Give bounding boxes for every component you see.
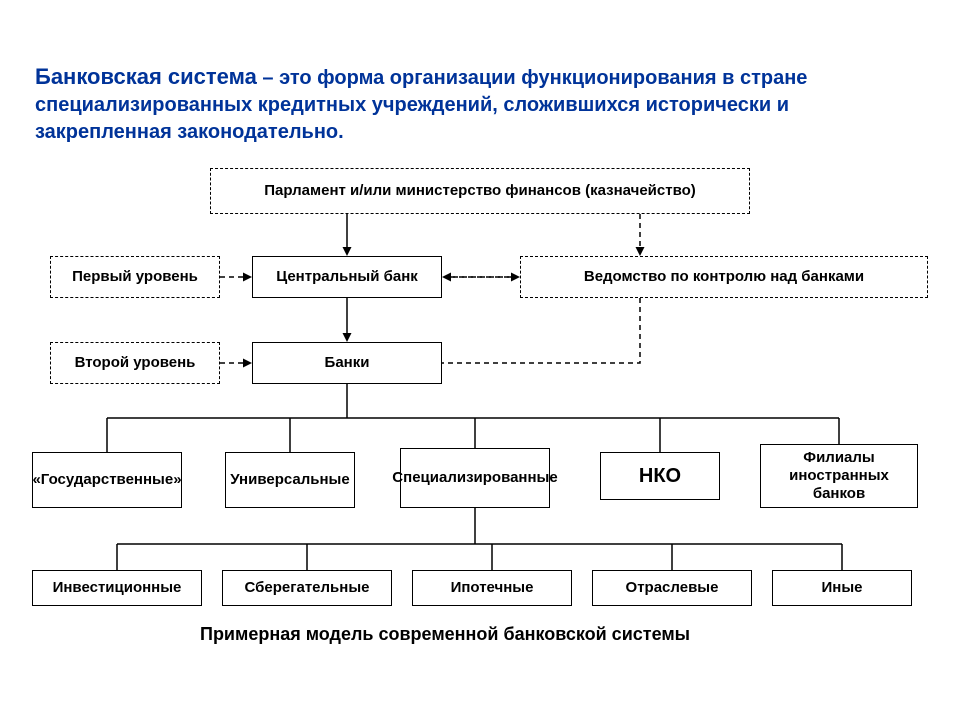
node-nko: НКО [600, 452, 720, 500]
node-authority-label: Ведомство по контролю над банками [584, 268, 864, 286]
node-universal-label: Универсальные [230, 471, 349, 489]
node-invest: Инвестиционные [32, 570, 202, 606]
node-level1-label: Первый уровень [72, 268, 198, 286]
node-mortgage: Ипотечные [412, 570, 572, 606]
node-level2: Второй уровень [50, 342, 220, 384]
node-level2-label: Второй уровень [75, 354, 196, 372]
node-mortgage-label: Ипотечные [451, 579, 534, 597]
heading: Банковская система – это форма организац… [35, 62, 925, 146]
node-parliament: Парламент и/или министерство финансов (к… [210, 168, 750, 214]
caption-text: Примерная модель современной банковской … [200, 624, 690, 644]
node-industry-label: Отраслевые [626, 579, 719, 597]
node-industry: Отраслевые [592, 570, 752, 606]
node-other: Иные [772, 570, 912, 606]
node-foreign: Филиалы иностранных банков [760, 444, 918, 508]
node-nko-label: НКО [639, 464, 681, 488]
node-universal: Универсальные [225, 452, 355, 508]
node-authority: Ведомство по контролю над банками [520, 256, 928, 298]
node-central-bank: Центральный банк [252, 256, 442, 298]
node-central-label: Центральный банк [276, 268, 418, 286]
node-specialized-label: Специализированные [392, 469, 557, 487]
node-state: «Государственные» [32, 452, 182, 508]
node-invest-label: Инвестиционные [53, 579, 182, 597]
node-foreign-label: Филиалы иностранных банков [767, 449, 911, 503]
diagram-caption: Примерная модель современной банковской … [200, 624, 690, 645]
node-banks-label: Банки [325, 354, 370, 372]
node-specialized: Специализированные [400, 448, 550, 508]
node-parliament-label: Парламент и/или министерство финансов (к… [264, 182, 696, 200]
node-state-label: «Государственные» [32, 471, 181, 489]
node-savings: Сберегательные [222, 570, 392, 606]
node-other-label: Иные [822, 579, 863, 597]
node-banks: Банки [252, 342, 442, 384]
node-savings-label: Сберегательные [245, 579, 370, 597]
heading-term: Банковская система [35, 64, 257, 89]
node-level1: Первый уровень [50, 256, 220, 298]
